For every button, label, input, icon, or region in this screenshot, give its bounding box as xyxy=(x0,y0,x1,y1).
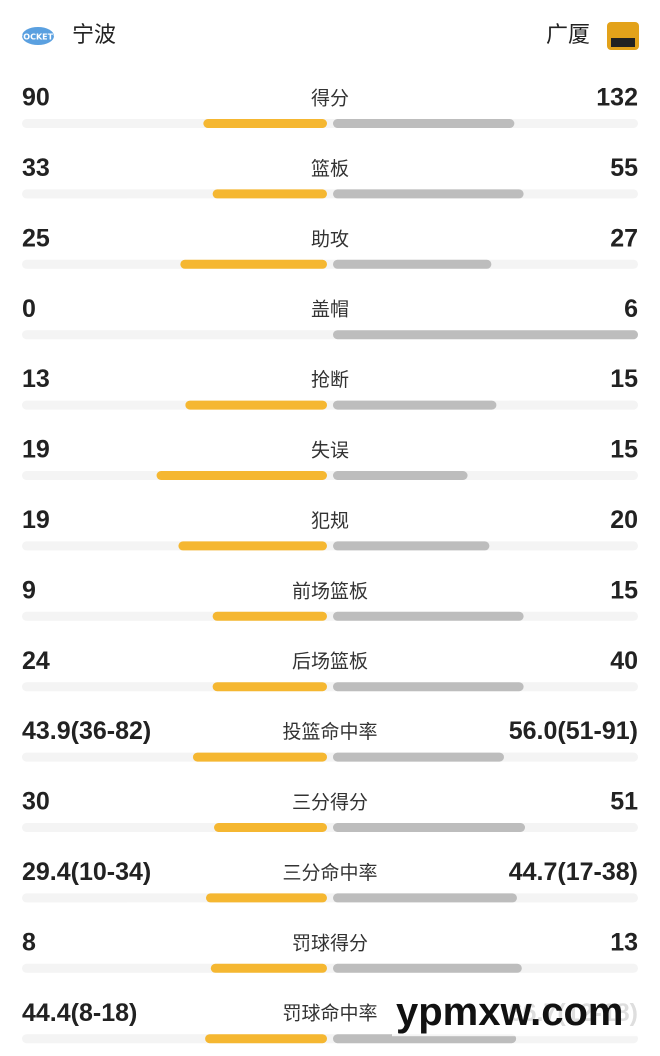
away-value: 6 xyxy=(624,295,638,323)
home-value: 90 xyxy=(22,84,50,112)
away-value: 15 xyxy=(610,576,638,604)
stat-label: 三分得分 xyxy=(292,792,368,814)
stat-label: 篮板 xyxy=(311,158,349,180)
home-value: 24 xyxy=(22,647,50,675)
away-value: 27 xyxy=(610,224,638,252)
stat-label: 罚球命中率 xyxy=(282,1003,377,1025)
away-value: 15 xyxy=(610,436,638,464)
stat-label: 罚球得分 xyxy=(292,932,368,954)
home-value: 43.9(36-82) xyxy=(22,717,151,745)
home-bar xyxy=(214,823,327,832)
away-value: 132 xyxy=(596,84,638,112)
away-bar xyxy=(333,893,517,903)
home-value: 9 xyxy=(22,576,36,604)
home-logo: ROCKETS xyxy=(17,27,59,45)
away-bar xyxy=(333,189,524,199)
away-bar xyxy=(333,330,638,340)
stat-label: 盖帽 xyxy=(311,299,349,321)
stat-label: 助攻 xyxy=(311,228,349,250)
away-bar xyxy=(333,400,497,410)
bar-track xyxy=(22,752,638,762)
home-bar xyxy=(180,259,327,269)
home-bar xyxy=(205,893,327,903)
away-value: 55 xyxy=(610,154,638,182)
home-bar xyxy=(185,400,327,410)
away-value: 51 xyxy=(610,788,638,816)
bar-track xyxy=(22,541,638,551)
stat-label: 后场篮板 xyxy=(292,651,368,673)
stat-label: 前场篮板 xyxy=(292,580,368,602)
stat-label: 三分命中率 xyxy=(282,862,377,884)
watermark-bg xyxy=(392,990,642,1037)
away-value: 44.7(17-38) xyxy=(509,858,638,886)
home-value: 29.4(10-34) xyxy=(22,858,151,886)
bar-track xyxy=(22,119,638,128)
home-value: 19 xyxy=(22,436,50,464)
home-value: 30 xyxy=(22,788,50,816)
home-value: 25 xyxy=(22,224,50,252)
stat-label: 投篮命中率 xyxy=(282,721,377,743)
home-value: 13 xyxy=(22,365,50,393)
away-value: 40 xyxy=(610,647,638,675)
away-bar xyxy=(333,259,492,269)
bar-track xyxy=(22,400,638,410)
away-bar xyxy=(333,541,490,551)
bar-track xyxy=(22,682,638,692)
home-value: 8 xyxy=(22,928,36,956)
away-bar xyxy=(333,682,524,692)
home-bar xyxy=(192,752,327,762)
away-bar xyxy=(333,471,468,480)
away-value: 20 xyxy=(610,506,638,534)
home-value: 33 xyxy=(22,154,50,182)
away-bar xyxy=(333,1034,517,1044)
away-bar xyxy=(333,119,515,128)
bar-track xyxy=(22,893,638,903)
away-bar xyxy=(333,752,504,762)
home-team: 宁波 xyxy=(72,23,116,48)
home-bar xyxy=(203,119,327,128)
home-bar xyxy=(178,541,327,551)
away-bar xyxy=(333,963,522,973)
bar-track xyxy=(22,823,638,832)
away-bar xyxy=(333,611,524,621)
bar-track xyxy=(22,611,638,621)
home-bar xyxy=(205,1034,327,1044)
away-value: 13 xyxy=(610,928,638,956)
home-value: 44.4(8-18) xyxy=(22,999,137,1027)
home-bar xyxy=(212,189,327,199)
away-logo xyxy=(607,22,639,50)
home-bar xyxy=(210,963,327,973)
away-value: 56.0(51-91) xyxy=(509,717,638,745)
stat-label: 失误 xyxy=(311,440,349,462)
stat-label: 抢断 xyxy=(311,369,349,391)
bar-track xyxy=(22,471,638,480)
bar-track xyxy=(22,259,638,269)
bar-track xyxy=(22,189,638,199)
watermark: ypmxw.com xyxy=(396,990,623,1034)
away-value: 15 xyxy=(610,365,638,393)
home-bar xyxy=(212,682,327,692)
stat-label: 得分 xyxy=(311,88,349,110)
home-value: 0 xyxy=(22,295,36,323)
stat-label: 犯规 xyxy=(311,510,349,532)
away-bar xyxy=(333,823,526,832)
away-team: 广厦 xyxy=(546,23,590,48)
home-bar xyxy=(156,471,327,480)
home-bar xyxy=(212,611,327,621)
home-value: 19 xyxy=(22,506,50,534)
bar-track xyxy=(22,963,638,973)
svg-text:ROCKETS: ROCKETS xyxy=(17,33,59,42)
